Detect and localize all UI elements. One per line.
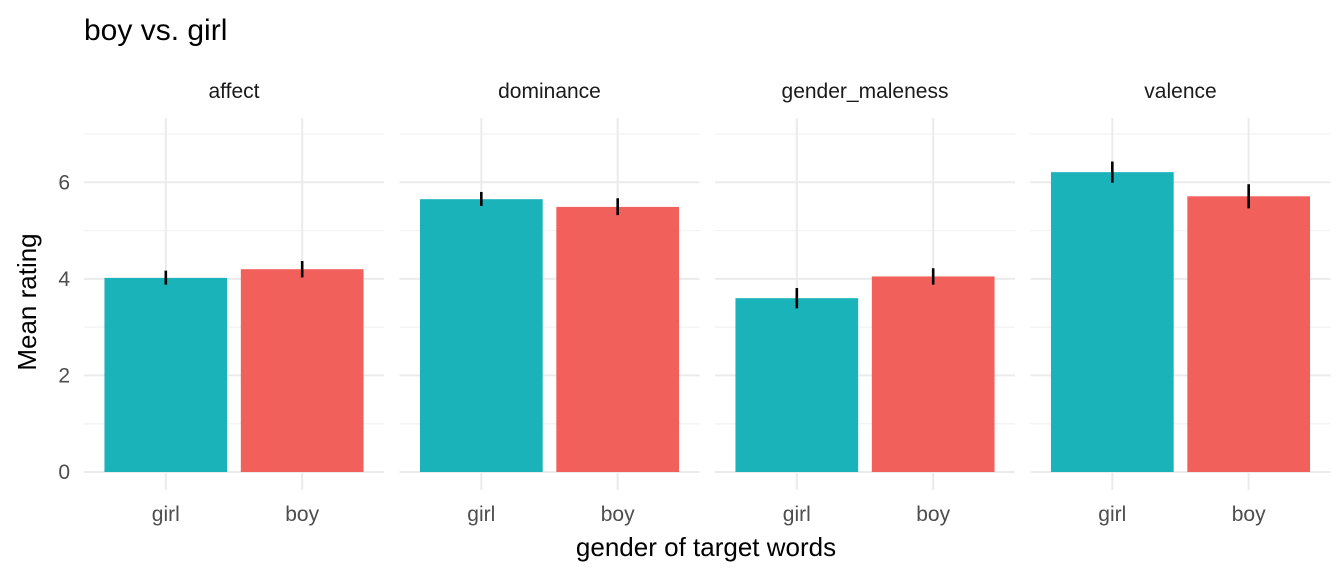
y-tick-label: 4 <box>58 268 70 291</box>
y-axis-label: Mean rating <box>12 233 42 370</box>
bar-gender_maleness-girl <box>735 298 859 472</box>
facet-label-valence: valence <box>1144 80 1216 103</box>
x-tick-label-girl: girl <box>467 503 495 526</box>
bar-gender_maleness-boy <box>871 276 995 472</box>
x-axis-label: gender of target words <box>576 532 836 562</box>
bar-affect-girl <box>104 277 228 472</box>
x-tick-label-girl: girl <box>783 503 811 526</box>
bar-dominance-boy <box>556 206 680 472</box>
panel-valence: valence girl boy <box>1030 80 1331 526</box>
y-tick-label: 6 <box>58 171 70 194</box>
facet-label-affect: affect <box>209 80 260 103</box>
y-tick-label: 2 <box>58 364 70 387</box>
facet-label-dominance: dominance <box>498 80 601 103</box>
chart-title: boy vs. girl <box>84 14 227 47</box>
y-tick-label: 0 <box>58 461 70 484</box>
x-tick-label-boy: boy <box>916 503 950 526</box>
bar-affect-boy <box>240 269 364 472</box>
bar-dominance-girl <box>419 199 543 472</box>
panel-affect: affect girl boy <box>84 80 384 526</box>
x-tick-label-girl: girl <box>152 503 180 526</box>
bar-valence-boy <box>1187 196 1311 472</box>
bar-valence-girl <box>1050 172 1174 472</box>
y-axis: 0 2 4 6 <box>58 171 70 484</box>
x-tick-label-boy: boy <box>285 503 319 526</box>
panel-dominance: dominance girl boy <box>399 80 700 526</box>
x-tick-label-boy: boy <box>1232 503 1266 526</box>
x-tick-label-girl: girl <box>1098 503 1126 526</box>
x-tick-label-boy: boy <box>601 503 635 526</box>
facet-label-gender_maleness: gender_maleness <box>782 80 949 103</box>
